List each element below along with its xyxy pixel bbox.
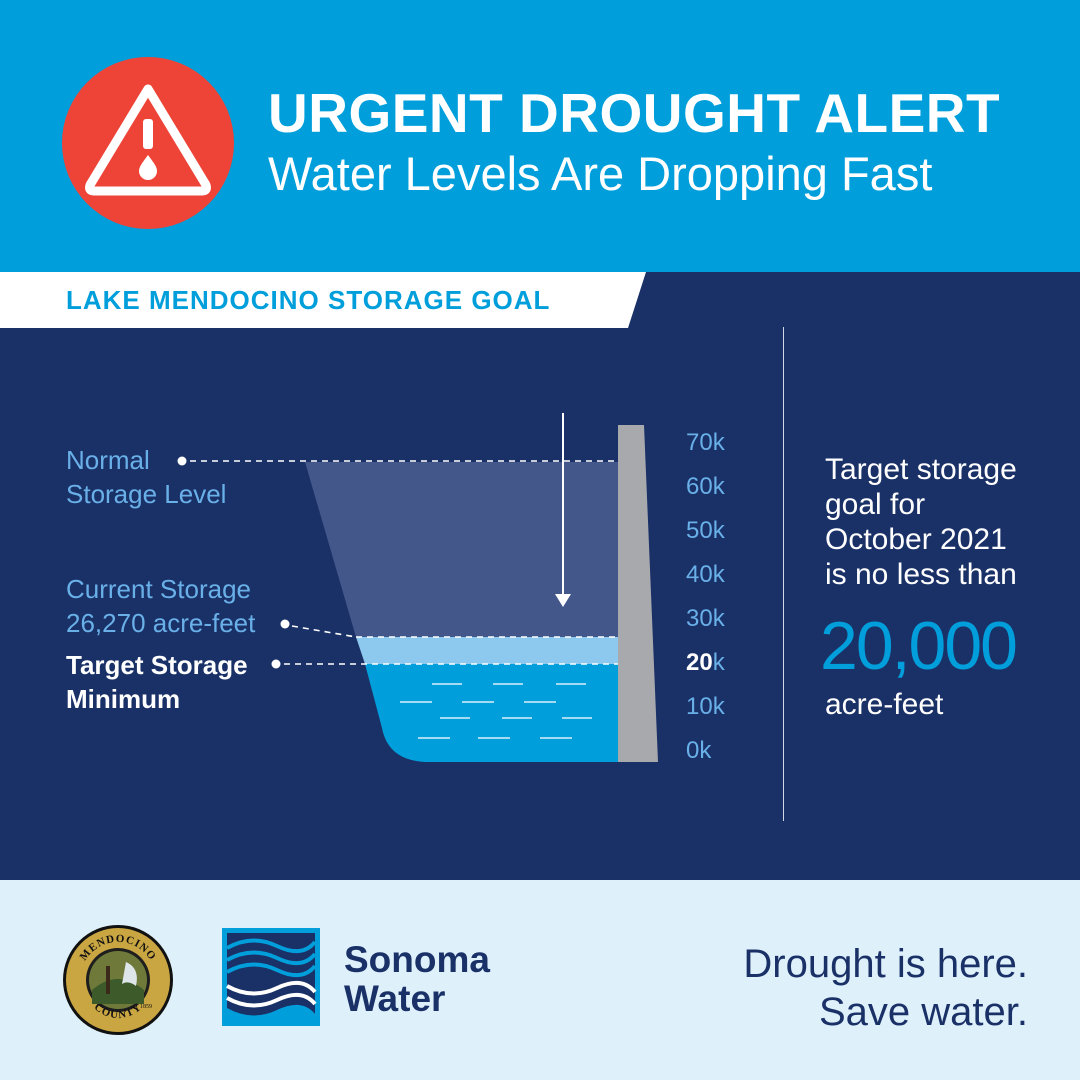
target-goal-number: 20,000: [820, 608, 1018, 684]
warning-triangle-droplet-icon: [62, 57, 234, 229]
normal-level-label: Normal Storage Level: [66, 445, 227, 509]
section-banner-label: LAKE MENDOCINO STORAGE GOAL: [66, 285, 551, 315]
vertical-divider: [783, 327, 784, 821]
tick-label: 60k: [686, 473, 725, 500]
empty-volume: [305, 462, 618, 637]
alert-subtitle: Water Levels Are Dropping Fast: [268, 147, 933, 200]
tick-label: 50k: [686, 517, 725, 544]
section-banner: [0, 272, 646, 328]
target-goal-text: Target storage goal for October 2021 is …: [825, 453, 1017, 591]
tick-label: 0k: [686, 737, 712, 764]
dam-wall: [618, 425, 658, 762]
current-storage-band: [356, 637, 618, 664]
footer-tagline: Drought is here. Save water.: [743, 942, 1028, 1034]
target-minimum-label: Target Storage Minimum: [66, 650, 248, 714]
current-storage-label: Current Storage 26,270 acre-feet: [66, 574, 256, 638]
svg-text:COUNTY: COUNTY: [92, 1001, 144, 1021]
alert-title: URGENT DROUGHT ALERT: [268, 82, 1001, 144]
tick-label-target: 20k: [686, 649, 725, 676]
water-wave-marks: [400, 683, 592, 739]
sonoma-water-logo-icon: [222, 928, 320, 1026]
svg-text:1859: 1859: [140, 1004, 152, 1010]
target-goal-unit: acre-feet: [825, 688, 944, 721]
tick-label: 30k: [686, 605, 725, 632]
water-volume: [365, 664, 618, 762]
tick-label: 70k: [686, 429, 725, 456]
mendocino-county-seal-icon: MENDOCINO COUNTY 1859: [63, 925, 173, 1035]
tick-label: 40k: [686, 561, 725, 588]
sonoma-water-name: Sonoma Water: [344, 939, 490, 1019]
footer: [0, 880, 1080, 1080]
tick-label: 10k: [686, 693, 725, 720]
alert-header: URGENT DROUGHT ALERT Water Levels Are Dr…: [0, 0, 1080, 272]
